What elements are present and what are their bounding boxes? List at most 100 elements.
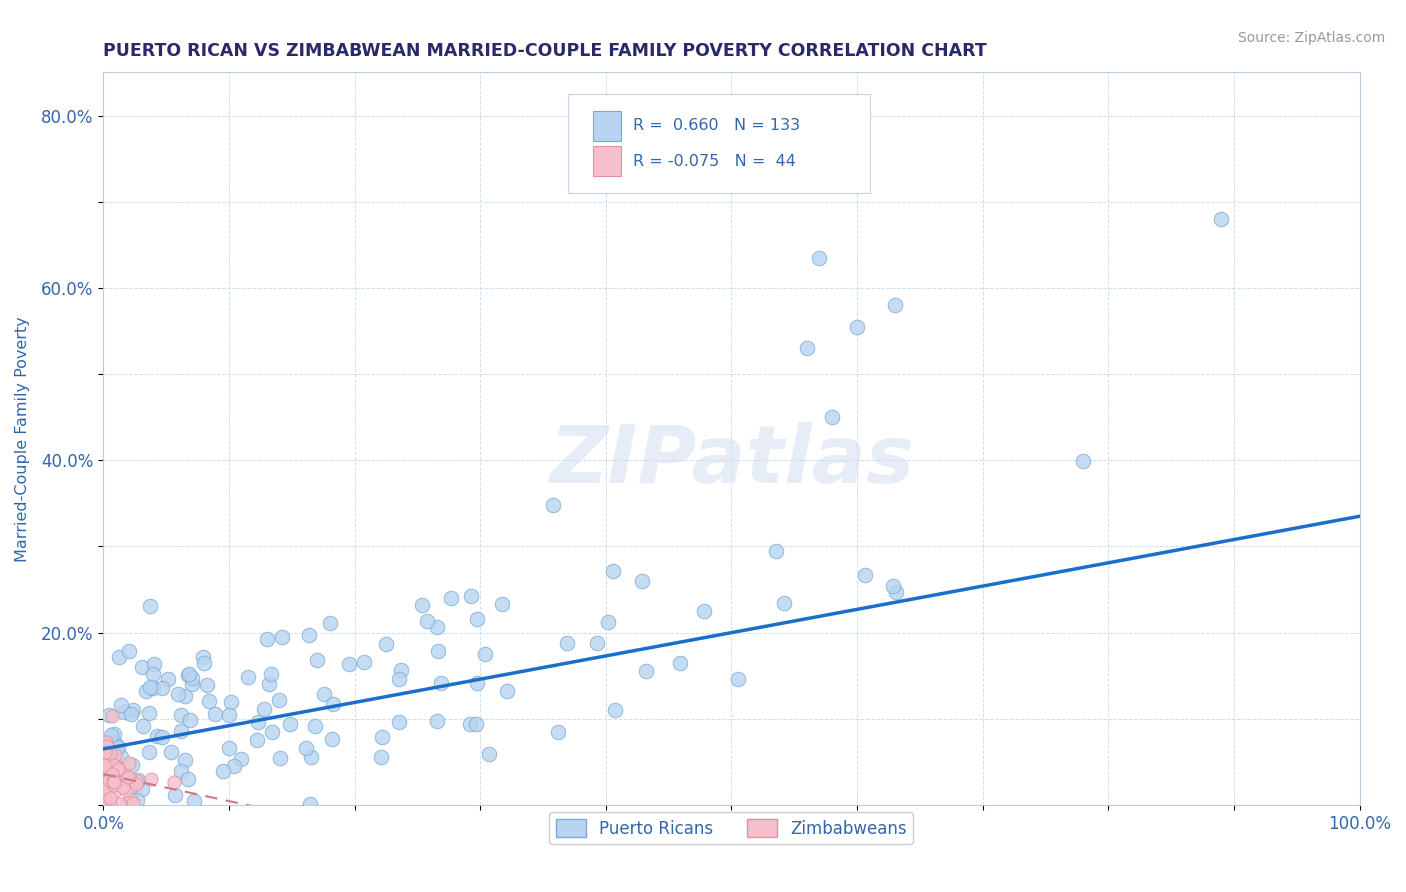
Point (246, 714, 269, 729)
Point (465, 612, 488, 626)
Point (727, 673, 749, 687)
Point (181, 677, 204, 691)
Point (388, 673, 411, 687)
Point (602, 565, 624, 579)
Point (337, 657, 360, 671)
Point (269, 751, 291, 765)
Point (387, 714, 409, 729)
Point (97, 754, 120, 768)
Point (101, 775, 124, 789)
Point (138, 599, 160, 614)
Point (389, 663, 412, 677)
Point (416, 614, 439, 628)
Point (117, 770, 139, 784)
Point (630, 574, 652, 589)
Text: ZIPatlas: ZIPatlas (548, 422, 914, 500)
Text: Source: ZipAtlas.com: Source: ZipAtlas.com (1237, 31, 1385, 45)
Point (107, 649, 129, 664)
Point (491, 597, 513, 611)
Point (111, 767, 134, 781)
Point (110, 698, 132, 712)
Point (496, 684, 519, 698)
Point (103, 735, 125, 749)
Point (440, 591, 463, 605)
Point (96, 794, 118, 808)
Point (219, 695, 242, 709)
Point (821, 410, 844, 425)
Point (107, 739, 129, 754)
Point (150, 731, 173, 745)
Point (108, 797, 131, 811)
Point (236, 670, 259, 684)
Point (101, 773, 124, 788)
Point (307, 653, 329, 667)
Point (163, 775, 186, 789)
Point (1211, 211, 1233, 226)
Text: R =  0.660   N = 133: R = 0.660 N = 133 (634, 119, 800, 134)
Point (142, 667, 165, 681)
Point (100, 767, 122, 781)
Point (211, 764, 233, 778)
Point (127, 774, 149, 789)
Point (195, 678, 218, 692)
Point (110, 769, 132, 783)
Point (478, 747, 501, 761)
Point (93, 786, 115, 800)
Point (304, 719, 326, 733)
Point (157, 672, 180, 686)
Point (298, 627, 321, 641)
Point (177, 668, 200, 682)
Point (120, 707, 142, 722)
Text: R = -0.075   N =  44: R = -0.075 N = 44 (634, 153, 796, 169)
Point (299, 750, 322, 764)
Point (118, 780, 141, 794)
Point (183, 794, 205, 808)
Point (585, 636, 607, 650)
Point (101, 709, 124, 723)
Point (104, 748, 127, 763)
Point (121, 758, 143, 772)
Point (150, 681, 173, 696)
Point (260, 725, 283, 739)
Point (111, 780, 134, 795)
Point (107, 762, 129, 776)
Point (370, 749, 392, 764)
Point (374, 637, 396, 651)
Point (118, 644, 141, 658)
Point (138, 706, 160, 721)
Point (93, 797, 115, 812)
Point (103, 778, 125, 792)
Point (883, 298, 905, 312)
Bar (593, 112, 621, 141)
Point (98, 747, 121, 761)
Point (429, 675, 451, 690)
Point (808, 251, 831, 265)
Point (271, 630, 294, 644)
Point (174, 753, 197, 767)
Point (605, 703, 627, 717)
Point (773, 596, 796, 610)
Point (142, 681, 165, 696)
Point (103, 727, 125, 741)
Point (167, 687, 190, 701)
Point (103, 758, 125, 772)
Point (765, 544, 787, 558)
Point (118, 756, 141, 770)
Point (139, 772, 162, 786)
Point (112, 705, 135, 719)
Point (267, 692, 290, 706)
Point (93, 782, 115, 797)
Point (139, 680, 162, 694)
Point (94, 745, 117, 759)
Point (229, 752, 252, 766)
Point (118, 771, 141, 785)
Point (103, 785, 125, 799)
Point (105, 739, 128, 754)
Point (692, 604, 714, 618)
Point (118, 792, 141, 806)
Point (146, 729, 169, 743)
Point (93, 757, 115, 772)
Point (107, 760, 129, 774)
Point (884, 584, 907, 599)
Point (115, 797, 138, 812)
